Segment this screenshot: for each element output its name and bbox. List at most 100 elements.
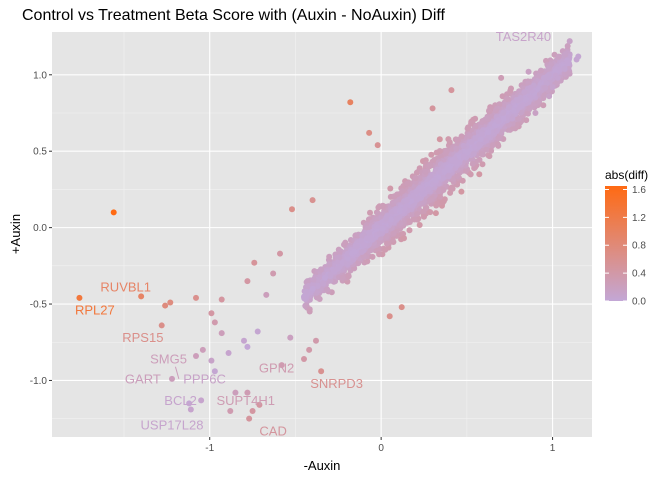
cloud-point — [327, 272, 334, 278]
cloud-point — [479, 161, 486, 168]
cloud-point — [367, 247, 374, 254]
data-point — [541, 74, 547, 81]
data-point — [366, 129, 373, 136]
cloud-point — [353, 243, 360, 250]
cloud-point — [336, 263, 343, 270]
cloud-point — [546, 65, 552, 72]
cloud-point — [521, 89, 528, 96]
legend-ticks: 0.0 0.4 0.8 1.2 1.6 — [605, 185, 646, 308]
gene-label-gpn2: GPN2 — [259, 361, 294, 376]
gene-label-usp17l28: USP17L28 — [141, 417, 204, 432]
cloud-point — [436, 136, 443, 143]
gene-label-supt4h1: SUPT4H1 — [216, 393, 275, 408]
cloud-point — [406, 227, 413, 234]
cloud-point — [375, 204, 382, 211]
cloud-point — [433, 149, 440, 156]
cloud-point — [304, 278, 311, 285]
data-point — [208, 310, 215, 317]
data-point — [532, 110, 539, 116]
cloud-point — [500, 109, 507, 116]
cloud-point — [382, 215, 389, 222]
cloud-point — [489, 142, 496, 149]
cloud-point — [517, 104, 524, 110]
data-point — [448, 87, 455, 94]
gene-label-smg5: SMG5 — [150, 352, 187, 367]
y-axis-ticks: -1.0 -0.5 0.0 0.5 1.0 — [30, 70, 52, 387]
cloud-point — [468, 138, 475, 145]
cloud-point — [483, 137, 490, 144]
cloud-point — [460, 142, 467, 149]
data-point — [263, 291, 270, 298]
data-point — [301, 356, 307, 363]
data-point — [208, 357, 215, 364]
cloud-point — [478, 151, 485, 158]
cloud-point — [326, 261, 333, 268]
data-point — [162, 302, 169, 309]
cloud-point — [389, 236, 396, 243]
cloud-point — [404, 180, 411, 187]
cloud-point — [473, 123, 479, 130]
cloud-point — [310, 276, 317, 283]
data-point — [138, 293, 145, 300]
cloud-point — [377, 230, 383, 237]
cloud-point — [397, 206, 404, 213]
y-tick-label: -1.0 — [30, 376, 48, 387]
cloud-point — [515, 115, 522, 122]
cloud-point — [504, 95, 510, 102]
x-axis-ticks: -1 0 1 — [205, 437, 556, 454]
cloud-point — [523, 96, 530, 102]
cloud-point — [425, 186, 432, 193]
cloud-point — [526, 105, 533, 112]
cloud-point — [541, 92, 548, 99]
gene-label-snrpd3: SNRPD3 — [310, 376, 363, 391]
cloud-point — [367, 209, 373, 216]
cloud-point — [413, 169, 420, 176]
legend-colorbar — [605, 186, 627, 301]
data-point — [318, 368, 325, 375]
grid-minor — [52, 32, 592, 437]
data-point — [76, 294, 83, 301]
data-point — [186, 400, 193, 407]
cloud-point — [514, 97, 521, 104]
cloud-point — [403, 197, 410, 204]
data-point — [110, 209, 117, 216]
cloud-point — [540, 102, 547, 109]
data-point — [211, 319, 218, 326]
cloud-point — [394, 191, 401, 198]
data-point — [211, 368, 218, 375]
cloud-point — [427, 162, 434, 169]
cloud-point — [318, 266, 324, 273]
data-point — [241, 337, 247, 344]
data-point — [347, 99, 354, 106]
cloud-point — [444, 166, 451, 173]
cloud-point — [432, 210, 439, 217]
cloud-point — [399, 188, 406, 195]
legend-label: 0.8 — [632, 241, 646, 252]
cloud-point — [406, 219, 413, 225]
cloud-point — [344, 250, 351, 257]
data-point — [277, 250, 283, 257]
data-point — [549, 84, 556, 91]
cloud-point — [437, 153, 444, 160]
y-axis-title: +Auxin — [8, 214, 23, 254]
data-point — [561, 65, 568, 72]
cloud-point — [562, 51, 569, 58]
gene-label-bcl2: BCL2 — [164, 393, 197, 408]
cloud-point — [525, 110, 531, 117]
cloud-point — [306, 308, 313, 315]
point-cloud — [301, 43, 573, 315]
cloud-point — [488, 147, 495, 154]
data-point — [225, 349, 232, 356]
data-point — [554, 74, 561, 81]
cloud-point — [428, 151, 435, 158]
cloud-point — [413, 196, 420, 203]
cloud-point — [342, 239, 349, 246]
cloud-point — [486, 153, 493, 160]
cloud-point — [364, 258, 371, 265]
data-point — [270, 270, 277, 277]
cloud-point — [412, 175, 419, 182]
cloud-point — [564, 43, 571, 49]
cloud-point — [379, 202, 386, 209]
cloud-point — [455, 136, 461, 143]
cloud-point — [388, 216, 395, 223]
